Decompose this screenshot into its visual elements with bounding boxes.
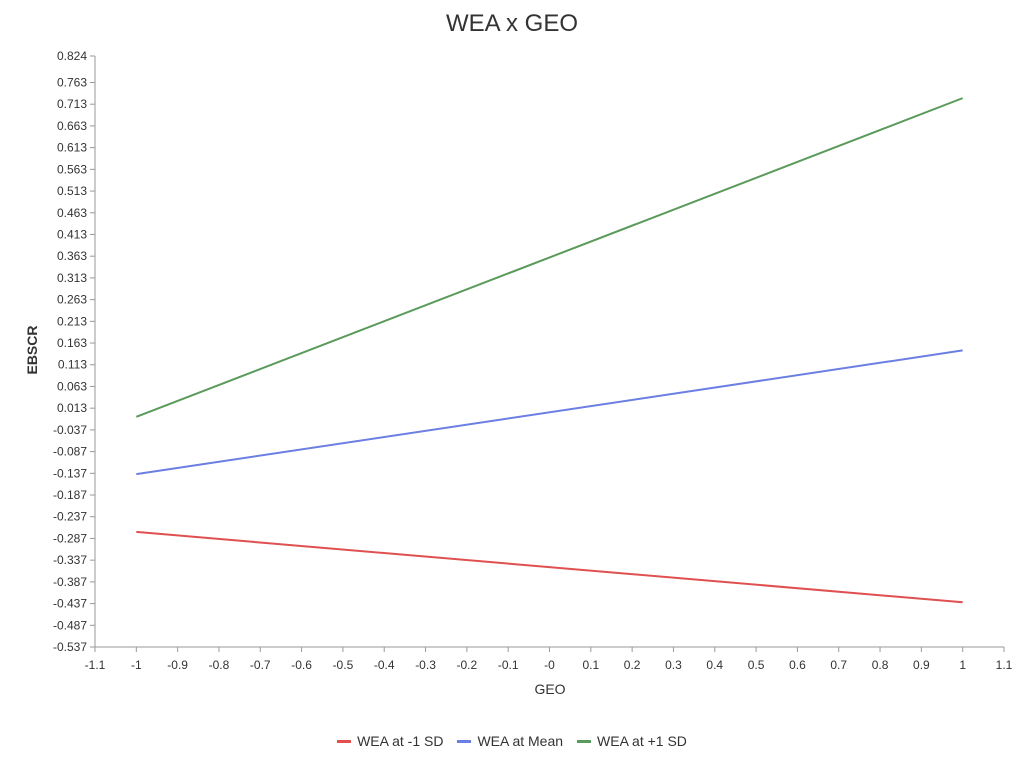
y-tick-label: 0.013: [57, 401, 87, 415]
x-tick-label: 1: [959, 658, 966, 672]
x-tick-label: 0.6: [789, 658, 806, 672]
legend-label: WEA at +1 SD: [597, 733, 687, 749]
x-tick-label: 0.1: [582, 658, 599, 672]
x-tick-label: 0.9: [913, 658, 930, 672]
legend-item[interactable]: WEA at -1 SD: [337, 733, 443, 749]
x-tick-label: 0.5: [748, 658, 765, 672]
y-tick-label: -0.337: [53, 553, 87, 567]
axes: 0.824 0.763 0.713 0.663 0.613 0.563 0.513 0.463…: [53, 49, 1013, 672]
x-tick-label: 0.2: [624, 658, 641, 672]
legend-label: WEA at -1 SD: [357, 733, 444, 749]
y-tick-label: 0.613: [57, 141, 87, 155]
x-tick-label: 0.7: [830, 658, 847, 672]
x-tick-label: -0.7: [250, 658, 271, 672]
y-tick-label: -0.387: [53, 575, 87, 589]
x-tick-label: 1.1: [996, 658, 1013, 672]
legend: WEA at -1 SD WEA at Mean WEA at +1 SD: [0, 733, 1024, 749]
y-tick-label: 0.063: [57, 379, 87, 393]
x-tick-label: -0.6: [291, 658, 312, 672]
x-tick-label: -0.2: [457, 658, 478, 672]
y-tick-label: -0.037: [53, 423, 87, 437]
y-tick-label: 0.163: [57, 336, 87, 350]
series-line-3: [135, 97, 964, 418]
y-tick-label: -0.187: [53, 488, 87, 502]
y-tick-label: 0.463: [57, 206, 87, 220]
series-line-2: [136, 349, 963, 476]
x-tick-label: -1.1: [85, 658, 106, 672]
x-tick-label: -0.9: [167, 658, 188, 672]
y-tick-label: 0.313: [57, 271, 87, 285]
legend-label: WEA at Mean: [477, 733, 564, 749]
y-tick-label: -0.437: [53, 597, 87, 611]
x-tick-label: 0.8: [872, 658, 889, 672]
x-tick-label: -0.8: [209, 658, 230, 672]
y-tick-label: -0.087: [53, 445, 87, 459]
legend-item[interactable]: WEA at +1 SD: [577, 733, 687, 749]
y-tick-label: -0.287: [53, 531, 87, 545]
y-tick-label: 0.263: [57, 293, 87, 307]
series-layer: [135, 97, 964, 604]
x-tick-label: -0: [544, 658, 555, 672]
y-tick-label: 0.713: [57, 97, 87, 111]
y-tick-label: 0.513: [57, 184, 87, 198]
chart-title: WEA x GEO: [445, 10, 579, 37]
y-tick-label: 0.363: [57, 249, 87, 263]
y-tick-label: 0.824: [57, 49, 87, 63]
x-tick-label: 0.4: [706, 658, 723, 672]
legend-swatch: [577, 739, 592, 743]
x-tick-label: -0.4: [374, 658, 395, 672]
y-tick-label: 0.113: [58, 358, 87, 372]
legend-item[interactable]: WEA at Mean: [457, 733, 563, 749]
y-tick-label: -0.137: [53, 466, 87, 480]
x-tick-label: -0.3: [415, 658, 436, 672]
x-tick-label: -1: [131, 658, 142, 672]
x-tick-label: -0.1: [498, 658, 519, 672]
y-tick-label: -0.237: [53, 510, 87, 524]
y-tick-label: 0.413: [57, 227, 87, 241]
y-tick-label: -0.537: [53, 640, 87, 654]
y-tick-label: 0.213: [57, 314, 87, 328]
x-tick-label: 0.3: [665, 658, 682, 672]
y-tick-label: 0.563: [57, 162, 87, 176]
x-tick-label: -0.5: [333, 658, 354, 672]
x-axis-title: GEO: [534, 681, 565, 697]
y-tick-label: -0.487: [53, 618, 87, 632]
y-axis-title: EBSCR: [24, 325, 40, 374]
legend-swatch: [337, 739, 352, 743]
series-line-1: [136, 530, 963, 604]
legend-swatch: [457, 739, 472, 743]
y-tick-label: 0.763: [57, 75, 87, 89]
y-tick-label: 0.663: [57, 119, 87, 133]
